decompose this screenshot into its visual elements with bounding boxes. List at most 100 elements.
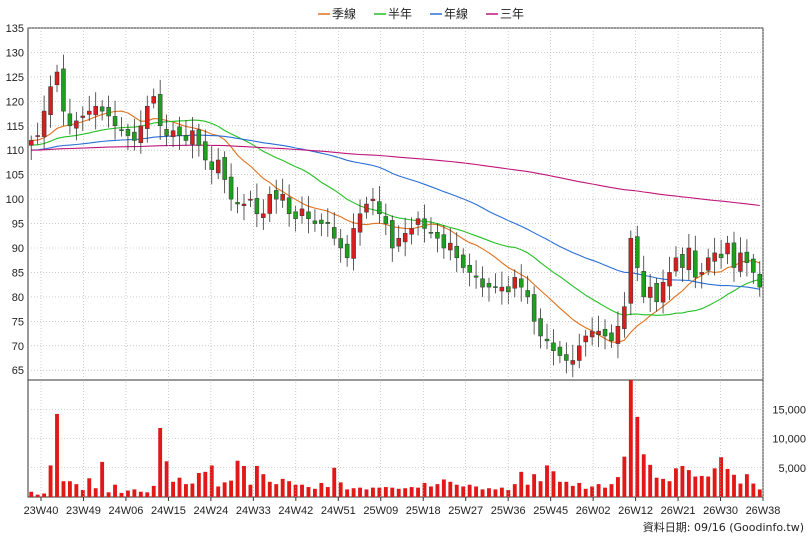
candle [480, 266, 485, 297]
candle [273, 179, 279, 214]
volume-bar [145, 492, 150, 497]
candle-body [557, 346, 563, 356]
volume-bar [429, 486, 433, 497]
candle-body [87, 110, 92, 115]
candle-body [538, 318, 543, 337]
candle [196, 123, 202, 157]
candle [609, 324, 614, 348]
candle-body [312, 220, 318, 224]
volume-bar [751, 483, 756, 497]
candle [170, 122, 176, 148]
candle-body [654, 282, 659, 303]
volume-bar [654, 477, 659, 497]
volume-bar [203, 471, 208, 497]
volume-bar [35, 494, 40, 497]
legend-label: 季線 [332, 6, 356, 21]
candle [673, 246, 679, 277]
candle-body [422, 218, 427, 229]
candle-body [61, 68, 66, 112]
candle [61, 54, 66, 126]
candle-body [119, 129, 124, 131]
volume-bar [80, 489, 85, 497]
candle-body [615, 325, 621, 344]
candle-body [628, 237, 634, 304]
candle [667, 256, 672, 300]
candle [499, 271, 505, 305]
volume-bar [306, 487, 311, 497]
legend-label: 三年 [500, 7, 524, 21]
candle [460, 248, 466, 274]
candle-body [151, 96, 156, 104]
volume-bar [493, 489, 498, 497]
candle-body [531, 294, 537, 322]
candle-body [332, 227, 337, 239]
candle [454, 232, 459, 273]
candle [151, 88, 156, 109]
volume-bar [332, 467, 337, 497]
candle [241, 193, 247, 221]
x-tick-label: 25W18 [406, 505, 441, 517]
candle [203, 129, 208, 170]
volume-bar [364, 489, 369, 497]
price-tick-label: 65 [12, 365, 24, 377]
candle-body [396, 237, 401, 247]
volume-bar [557, 481, 562, 497]
candle [235, 187, 240, 214]
candle [99, 100, 105, 121]
candle-body [725, 242, 730, 255]
candle-body [589, 330, 595, 338]
candle [209, 146, 214, 185]
candle [364, 196, 369, 219]
volume-bar [132, 489, 137, 497]
candle [448, 227, 453, 261]
volume-bar [693, 476, 698, 497]
candle [531, 286, 537, 335]
candle-body [493, 286, 498, 288]
candle [132, 118, 137, 151]
price-tick-label: 115 [6, 121, 24, 133]
volume-bar [532, 474, 537, 497]
candle [744, 239, 750, 277]
volume-bar [164, 461, 169, 497]
volume-bar [177, 477, 182, 497]
candle [415, 211, 421, 236]
candle [396, 225, 401, 252]
volume-bar [390, 487, 395, 497]
candle-body [583, 335, 588, 343]
candle [338, 229, 343, 263]
candle [119, 117, 124, 137]
volume-bar [171, 481, 175, 497]
candle [647, 273, 653, 313]
candle-body [35, 135, 40, 137]
candle [390, 215, 395, 262]
candle [48, 75, 53, 128]
candle [28, 135, 34, 160]
candle [261, 199, 266, 230]
candle-body [377, 201, 382, 215]
candle [551, 329, 556, 366]
volume-bar [29, 491, 34, 497]
price-tick-label: 90 [12, 243, 24, 255]
candle [164, 114, 169, 147]
candle [138, 110, 144, 154]
candle [177, 116, 182, 150]
candle [718, 239, 724, 269]
candle [693, 235, 698, 289]
candle [383, 203, 389, 236]
candle-body [518, 278, 524, 288]
candle [357, 199, 363, 246]
candle [712, 237, 717, 276]
candle-body [145, 105, 150, 129]
x-tick-label: 24W15 [151, 505, 186, 517]
candle-body [731, 242, 737, 268]
candle [54, 64, 60, 93]
candle-body [622, 306, 627, 329]
chart-legend: 季線 半年 年線 三年 [318, 6, 524, 21]
x-tick-label: 24W24 [193, 505, 228, 517]
legend-label: 年線 [444, 6, 468, 21]
candle-body [344, 243, 350, 259]
candle [145, 95, 150, 143]
candle [80, 106, 86, 131]
volume-bar [622, 456, 627, 497]
candle-body [254, 198, 260, 215]
